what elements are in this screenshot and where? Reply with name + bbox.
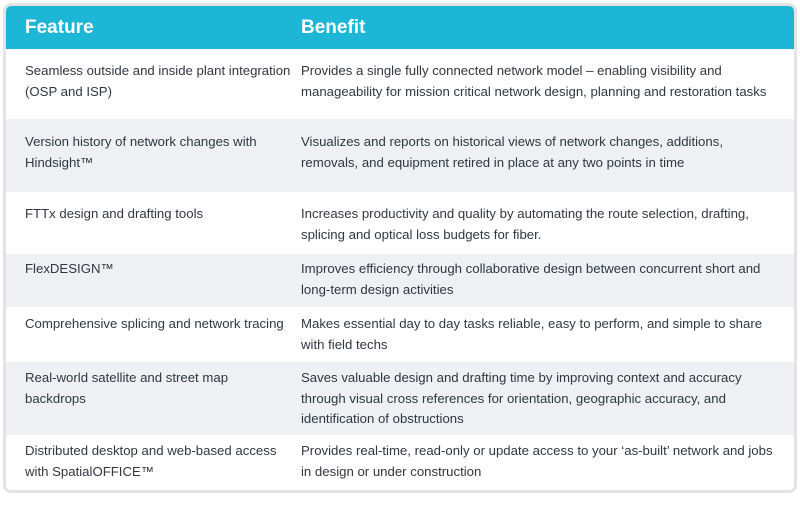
feature-cell: Comprehensive splicing and network traci… — [25, 316, 284, 331]
benefit-cell: Makes essential day to day tasks reliabl… — [301, 316, 763, 352]
feature-benefit-table: Feature Benefit Seamless outside and ins… — [3, 3, 797, 493]
table-row: Real-world satellite and street map back… — [6, 362, 794, 435]
feature-cell: Version history of network changes with … — [25, 134, 257, 170]
benefit-cell: Increases productivity and quality by au… — [301, 206, 749, 242]
benefit-cell: Saves valuable design and drafting time … — [301, 370, 742, 426]
feature-cell: Real-world satellite and street map back… — [25, 370, 229, 406]
header-feature: Feature — [25, 16, 94, 38]
feature-cell: Seamless outside and inside plant integr… — [25, 63, 291, 99]
table-row: Version history of network changes with … — [6, 119, 794, 192]
table-row: Seamless outside and inside plant integr… — [6, 49, 794, 119]
table-row: Distributed desktop and web-based access… — [6, 435, 794, 490]
table-header: Feature Benefit — [6, 6, 794, 49]
header-benefit: Benefit — [301, 16, 366, 38]
benefit-cell: Improves efficiency through collaborativ… — [301, 261, 761, 297]
table-row: FlexDESIGN™ Improves efficiency through … — [6, 254, 794, 307]
benefit-cell: Provides real-time, read-only or update … — [301, 443, 773, 479]
feature-cell: FTTx design and drafting tools — [25, 206, 204, 221]
feature-cell: Distributed desktop and web-based access… — [25, 443, 277, 479]
feature-cell: FlexDESIGN™ — [25, 261, 114, 276]
benefit-cell: Visualizes and reports on historical vie… — [301, 134, 723, 170]
table-row: Comprehensive splicing and network traci… — [6, 307, 794, 362]
benefit-cell: Provides a single fully connected networ… — [301, 63, 767, 99]
table-row: FTTx design and drafting tools Increases… — [6, 192, 794, 254]
